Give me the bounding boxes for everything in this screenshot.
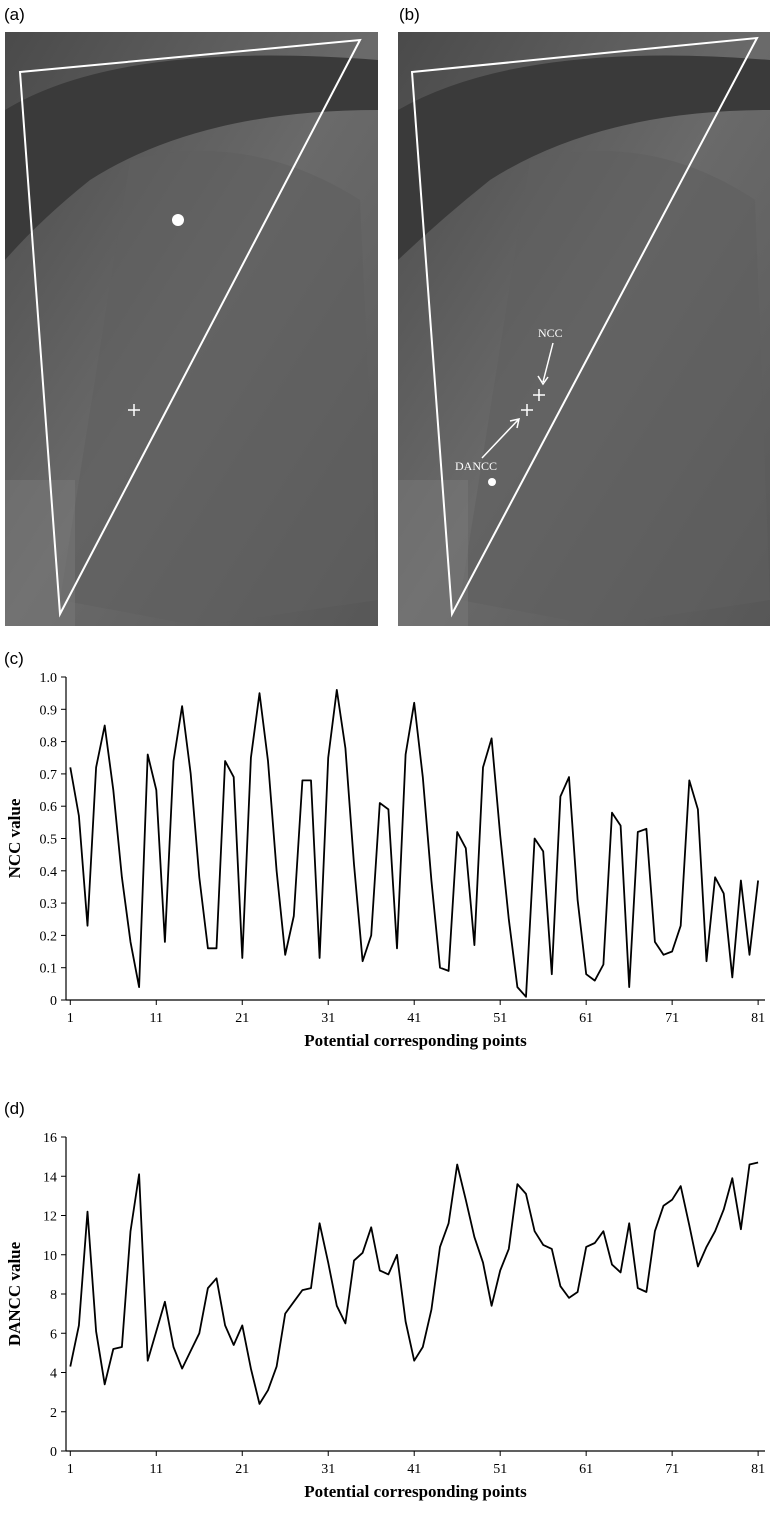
x-tick-label: 21 <box>235 1011 249 1026</box>
y-tick-label: 0.7 <box>40 768 58 783</box>
x-tick-label: 71 <box>665 1011 679 1026</box>
y-tick-label: 4 <box>50 1367 57 1382</box>
x-tick-label: 51 <box>493 1011 507 1026</box>
y-tick-label: 10 <box>43 1249 57 1264</box>
x-tick-label: 61 <box>579 1011 593 1026</box>
data-line <box>69 689 759 998</box>
x-tick-label: 31 <box>321 1011 335 1026</box>
data-line <box>69 1161 759 1405</box>
y-axis-title: DANCC value <box>5 1241 24 1346</box>
y-tick-label: 0.5 <box>40 833 58 848</box>
x-axis-title: Potential corresponding points <box>304 1482 527 1501</box>
panel-label: (a) <box>4 5 25 24</box>
annotation: DANCC <box>455 459 497 473</box>
y-tick-label: 14 <box>43 1170 57 1185</box>
x-tick-label: 11 <box>150 1011 163 1026</box>
x-tick-label: 21 <box>235 1462 249 1477</box>
x-tick-label: 1 <box>67 1462 74 1477</box>
y-axis-title: NCC value <box>5 798 24 878</box>
y-tick-label: 0 <box>50 994 57 1009</box>
y-tick-label: 12 <box>43 1210 57 1225</box>
y-tick-label: 0.9 <box>40 703 58 718</box>
panel-label: (c) <box>4 649 24 668</box>
panel-label: (b) <box>399 5 420 24</box>
y-tick-label: 0.2 <box>40 929 58 944</box>
y-tick-label: 0.1 <box>40 962 58 977</box>
x-tick-label: 41 <box>407 1462 421 1477</box>
y-tick-label: 16 <box>43 1131 57 1146</box>
x-tick-label: 51 <box>493 1462 507 1477</box>
y-tick-label: 0.3 <box>40 897 58 912</box>
x-tick-label: 61 <box>579 1462 593 1477</box>
y-tick-label: 0 <box>50 1445 57 1460</box>
x-axis-title: Potential corresponding points <box>304 1031 527 1050</box>
annotation: NCC <box>538 326 563 340</box>
x-tick-label: 81 <box>751 1011 765 1026</box>
x-tick-label: 11 <box>150 1462 163 1477</box>
x-tick-label: 41 <box>407 1011 421 1026</box>
panel-label: (d) <box>4 1099 25 1118</box>
y-tick-label: 2 <box>50 1406 57 1421</box>
y-tick-label: 8 <box>50 1288 57 1303</box>
y-tick-label: 0.6 <box>40 800 58 815</box>
x-tick-label: 31 <box>321 1462 335 1477</box>
x-tick-label: 71 <box>665 1462 679 1477</box>
y-tick-label: 1.0 <box>40 671 58 686</box>
y-tick-label: 0.4 <box>40 865 58 880</box>
image-b: NCC DANCC <box>398 32 770 626</box>
y-tick-label: 0.8 <box>40 736 58 751</box>
y-tick-label: 6 <box>50 1327 57 1342</box>
x-tick-label: 1 <box>67 1011 74 1026</box>
x-tick-label: 81 <box>751 1462 765 1477</box>
image-a <box>5 32 378 626</box>
